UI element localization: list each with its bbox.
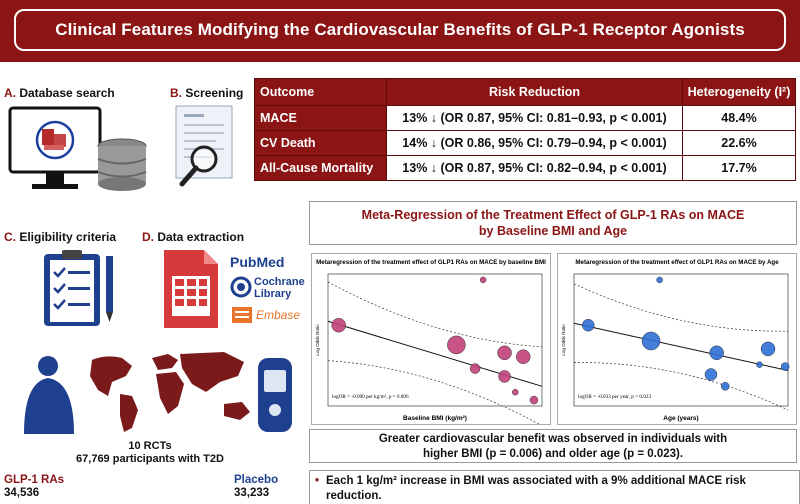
glp1-arm-label: GLP-1 RAs [4, 474, 65, 486]
conclusion-box: Greater cardiovascular benefit was obser… [309, 429, 797, 463]
reduction-cell: 13% ↓ (OR 0.87, 95% CI: 0.82–0.94, p < 0… [386, 155, 683, 181]
outcome-cell: All-Cause Mortality [254, 155, 387, 181]
south-america-shape [120, 394, 138, 432]
placebo-arm-count: 33,233 [234, 487, 270, 499]
table-header-row: Outcome Risk Reduction Heterogeneity (I²… [254, 78, 796, 106]
data-point [469, 363, 481, 374]
table-row: MACE 13% ↓ (OR 0.87, 95% CI: 0.81–0.93, … [254, 105, 796, 131]
data-point [529, 395, 539, 405]
lower-confidence-band [573, 362, 789, 411]
regression-line [573, 322, 789, 372]
title-frame: Clinical Features Modifying the Cardiova… [14, 9, 786, 51]
data-point [656, 276, 663, 284]
age-plot-panel: Metaregression of the treatment effect o… [557, 253, 797, 425]
cochrane-logo: Cochrane Library [254, 276, 305, 300]
cochrane-logo-icon [230, 276, 252, 298]
data-point [331, 317, 346, 333]
embase-logo-icon [232, 307, 252, 323]
data-point [516, 349, 531, 364]
data-point [720, 382, 730, 391]
heterogeneity-cell: 48.4% [682, 105, 796, 131]
reduction-cell: 13% ↓ (OR 0.87, 95% CI: 0.81–0.93, p < 0… [386, 105, 683, 131]
person-icon [24, 356, 74, 434]
data-point [760, 341, 776, 357]
outcome-table: Outcome Risk Reduction Heterogeneity (I²… [254, 78, 796, 181]
north-america-shape [90, 356, 132, 396]
europe-shape [152, 354, 178, 370]
outcome-cell: MACE [254, 105, 387, 131]
data-point [498, 370, 511, 383]
screening-illustration [175, 105, 233, 187]
y-axis-label: Log Odds Ratio [561, 324, 566, 356]
asia-shape [180, 352, 244, 392]
bmi-meta-regression-chart: Metaregression of the treatment effect o… [315, 259, 546, 427]
data-point [479, 276, 487, 284]
chart-title: Metaregression of the treatment effect o… [316, 259, 546, 266]
data-point [704, 368, 718, 381]
data-point [512, 388, 519, 396]
step-b-label: B. Screening [170, 86, 244, 100]
x-axis-label: Age (years) [663, 415, 698, 422]
data-point [641, 331, 661, 351]
pen-icon [106, 256, 113, 312]
bullet-dot: • [315, 475, 320, 487]
australia-shape [224, 402, 250, 420]
upper-confidence-band [573, 283, 789, 332]
header-risk-reduction: Risk Reduction [386, 78, 683, 106]
table-row: CV Death 14% ↓ (OR 0.86, 95% CI: 0.79–0.… [254, 130, 796, 156]
data-point [447, 335, 466, 355]
step-d-label: D. Data extraction [142, 230, 245, 244]
bullet-box: • Each 1 kg/m² increase in BMI was assoc… [309, 470, 800, 504]
world-map-illustration [24, 352, 292, 434]
data-point [582, 318, 595, 332]
data-point [709, 345, 724, 361]
glp1-arm-count: 34,536 [4, 487, 40, 499]
heterogeneity-cell: 17.7% [682, 155, 796, 181]
refresh-icon [35, 120, 75, 160]
glp1-arm: GLP-1 RAs 34,536 [4, 474, 64, 500]
upper-confidence-band [327, 281, 543, 348]
age-meta-regression-chart: Metaregression of the treatment effect o… [561, 259, 790, 422]
placebo-arm-label: Placebo [234, 474, 279, 486]
title-banner: Clinical Features Modifying the Cardiova… [0, 0, 800, 62]
database-search-illustration [8, 106, 147, 191]
bmi-plot-panel: Metaregression of the treatment effect o… [311, 253, 551, 427]
heterogeneity-cell: 22.6% [682, 130, 796, 156]
glucose-meter-icon [258, 358, 292, 432]
participant-count: 67,769 participants with T2D [76, 453, 224, 465]
regression-annotation: logOR = -0.090 per kg/m², p = 0.006 [332, 394, 409, 400]
rct-count: 10 RCTs [128, 440, 172, 452]
africa-shape [156, 372, 184, 414]
table-row: All-Cause Mortality 13% ↓ (OR 0.87, 95% … [254, 155, 796, 181]
plot-area [327, 273, 543, 407]
chart-title: Metaregression of the treatment effect o… [575, 259, 779, 266]
meta-regression-title: Meta-Regression of the Treatment Effect … [309, 201, 797, 245]
header-heterogeneity: Heterogeneity (I²) [682, 78, 796, 106]
step-a-label: A. Database search [4, 86, 115, 100]
lower-confidence-band [327, 360, 543, 427]
magnifier-icon [190, 145, 218, 173]
data-point [756, 361, 763, 368]
step-c-label: C. Eligibility criteria [4, 230, 117, 244]
placebo-arm: Placebo 33,233 [234, 474, 278, 500]
spreadsheet-icon [164, 250, 218, 328]
x-axis-label: Baseline BMI (kg/m²) [403, 415, 467, 422]
plot-area [573, 273, 789, 407]
data-point [780, 362, 790, 371]
eligibility-illustration [44, 250, 113, 326]
pubmed-logo: PubMed [230, 254, 285, 270]
reduction-cell: 14% ↓ (OR 0.86, 95% CI: 0.79–0.94, p < 0… [386, 130, 683, 156]
header-outcome: Outcome [254, 78, 387, 106]
data-point [497, 345, 512, 361]
outcome-cell: CV Death [254, 130, 387, 156]
embase-logo: Embase [256, 308, 301, 322]
regression-annotation: logOR = -0.033 per year, p = 0.023 [578, 394, 651, 400]
study-summary: 10 RCTs 67,769 participants with T2D [60, 440, 240, 466]
y-axis-label: Log Odds Ratio [315, 324, 320, 356]
page-title: Clinical Features Modifying the Cardiova… [55, 20, 745, 39]
